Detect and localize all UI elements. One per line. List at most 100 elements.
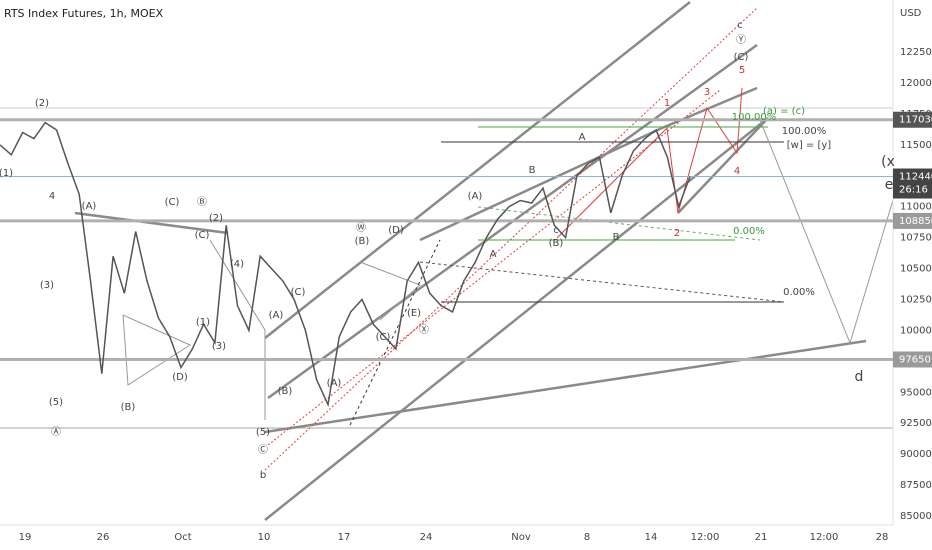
dashed-line xyxy=(419,261,785,303)
wave-label: (D) xyxy=(388,225,404,236)
wave-label: Ⓨ xyxy=(736,34,746,46)
wave-label: (a) = (c) xyxy=(763,106,805,117)
level-label: 117030 xyxy=(899,115,932,126)
x-tick-label: 26 xyxy=(97,532,110,543)
wave-label: b xyxy=(260,470,266,481)
y-tick-label: 92500 xyxy=(900,418,932,429)
wave-label: (5) xyxy=(49,397,63,408)
wave-label: (A) xyxy=(269,310,284,321)
wave-label: e xyxy=(885,177,894,193)
currency: USD xyxy=(900,8,922,19)
wave-label: (B) xyxy=(549,238,564,249)
wave-label: c xyxy=(737,20,743,31)
level-tag xyxy=(893,111,932,128)
y-tick-label: 110000 xyxy=(900,202,932,213)
x-tick-label: 28 xyxy=(876,532,889,543)
wave-label: (B) xyxy=(121,402,136,413)
wave-label: (1) xyxy=(196,317,210,328)
wave-label: (C) xyxy=(165,197,180,208)
y-tick-label: 95000 xyxy=(900,387,932,398)
wave-label: [w] = [y] xyxy=(787,140,832,151)
y-tick-label: 85000 xyxy=(900,511,932,522)
wave-label: (3) xyxy=(212,341,226,352)
wave-label: (C) xyxy=(376,332,391,343)
wave-label: (C) xyxy=(195,230,210,241)
wedge-line xyxy=(209,239,266,420)
channel-line xyxy=(264,339,867,434)
wave-label: A xyxy=(579,132,586,143)
wave-label: Ⓑ xyxy=(197,196,207,208)
wave-label: A xyxy=(490,249,497,260)
wave-label: 100.00% xyxy=(732,112,777,123)
wave-label: (A) xyxy=(327,378,342,389)
x-tick-label: 19 xyxy=(19,532,32,543)
channel-line xyxy=(74,211,229,235)
x-tick-label: 21 xyxy=(755,532,768,543)
last-price-tag xyxy=(893,168,932,199)
wave-label: 1 xyxy=(664,98,670,109)
dashed-line xyxy=(477,206,761,241)
x-tick-label: 17 xyxy=(338,532,351,543)
countdown: 26:16 xyxy=(899,185,928,196)
wave-label: B xyxy=(613,232,620,243)
x-tick-label: 10 xyxy=(258,532,271,543)
wave-label: (4) xyxy=(230,259,244,270)
y-tick-label: 102500 xyxy=(900,294,932,305)
wave-label: 5 xyxy=(739,65,745,76)
x-tick-label: 8 xyxy=(584,532,590,543)
wave-label: Ⓧ xyxy=(419,324,429,336)
y-tick-label: 122500 xyxy=(900,47,932,58)
wave-label: (A) xyxy=(468,191,483,202)
wave-label: (A) xyxy=(82,201,97,212)
wave-label: (3) xyxy=(40,280,54,291)
x-tick-label: 12:00 xyxy=(810,532,839,543)
wave-label: 4 xyxy=(734,166,740,177)
x-tick-label: 24 xyxy=(420,532,433,543)
x-tick-label: 14 xyxy=(645,532,658,543)
wave-label: 2 xyxy=(674,228,680,239)
x-tick-label: Oct xyxy=(174,532,191,543)
wave-label: c xyxy=(553,225,559,236)
wave-label: d xyxy=(855,369,864,385)
channel-line xyxy=(264,1,691,339)
level-tag xyxy=(893,212,932,229)
wave-label: (2) xyxy=(35,98,49,109)
x-tick-label: Nov xyxy=(511,532,531,543)
x-tick-label: 12:00 xyxy=(691,532,720,543)
wave-label: (D) xyxy=(172,372,188,383)
wave-label: (1) xyxy=(0,168,13,179)
level-label: 108850 xyxy=(899,216,932,227)
wave-label: (x xyxy=(881,154,895,170)
last-price-label: 112440 xyxy=(899,172,932,183)
triangle xyxy=(122,314,192,386)
wave-label: (C) xyxy=(734,52,749,63)
triangle xyxy=(359,261,421,321)
wave-label: 0.00% xyxy=(733,226,765,237)
y-tick-label: 115000 xyxy=(900,140,932,151)
wave-label: (5) xyxy=(256,427,270,438)
y-tick-label: 120000 xyxy=(900,78,932,89)
red-channel xyxy=(264,7,758,471)
wave-label: Ⓦ xyxy=(356,222,366,234)
wave-label: B xyxy=(529,165,536,176)
projection xyxy=(759,119,894,345)
y-tick-label: 107500 xyxy=(900,233,932,244)
wave-label: (2) xyxy=(209,213,223,224)
wave-label: 4 xyxy=(49,191,55,202)
wave-label: Ⓐ xyxy=(51,426,61,438)
y-tick-label: 87500 xyxy=(900,480,932,491)
dashed-line xyxy=(349,239,441,426)
wave-label: (C) xyxy=(291,287,306,298)
y-tick-label: 100000 xyxy=(900,325,932,336)
wave-label: (E) xyxy=(407,308,421,319)
price-line xyxy=(0,121,691,408)
chart-title: RTS Index Futures, 1h, MOEX xyxy=(4,7,164,20)
wave-label: 3 xyxy=(704,87,710,98)
wave-label: 0.00% xyxy=(783,287,815,298)
wave-label: (B) xyxy=(355,236,370,247)
wave-label: Ⓒ xyxy=(258,444,268,456)
y-tick-label: 105000 xyxy=(900,264,932,275)
level-label: 97650 xyxy=(899,354,931,365)
